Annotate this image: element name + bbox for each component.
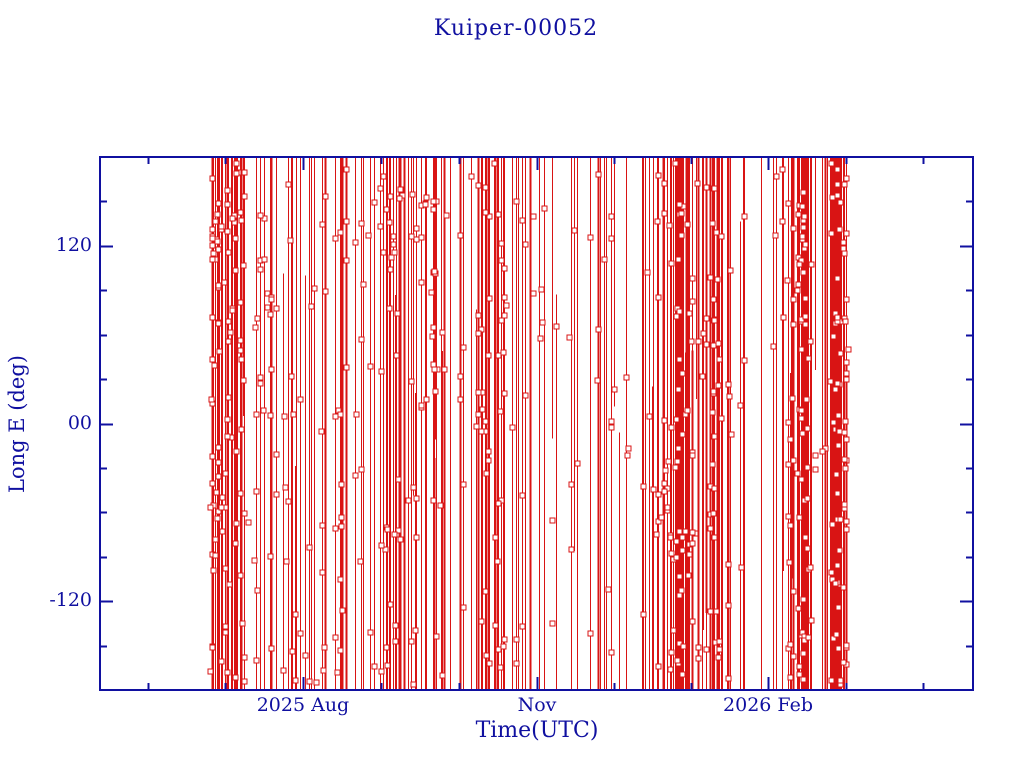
y-tick-label: 00 — [67, 411, 92, 434]
y-tick-label: -120 — [49, 589, 92, 612]
x-tick-label: Nov — [517, 694, 557, 716]
x-tick-label: 2026 Feb — [723, 694, 813, 716]
x-tick-label: 2025 Aug — [256, 694, 350, 716]
y-axis-label: Long E (deg) — [5, 355, 29, 493]
y-tick-label: 120 — [55, 233, 92, 256]
x-axis-label: Time(UTC) — [475, 718, 599, 743]
plot-title: Kuiper-00052 — [433, 16, 599, 41]
